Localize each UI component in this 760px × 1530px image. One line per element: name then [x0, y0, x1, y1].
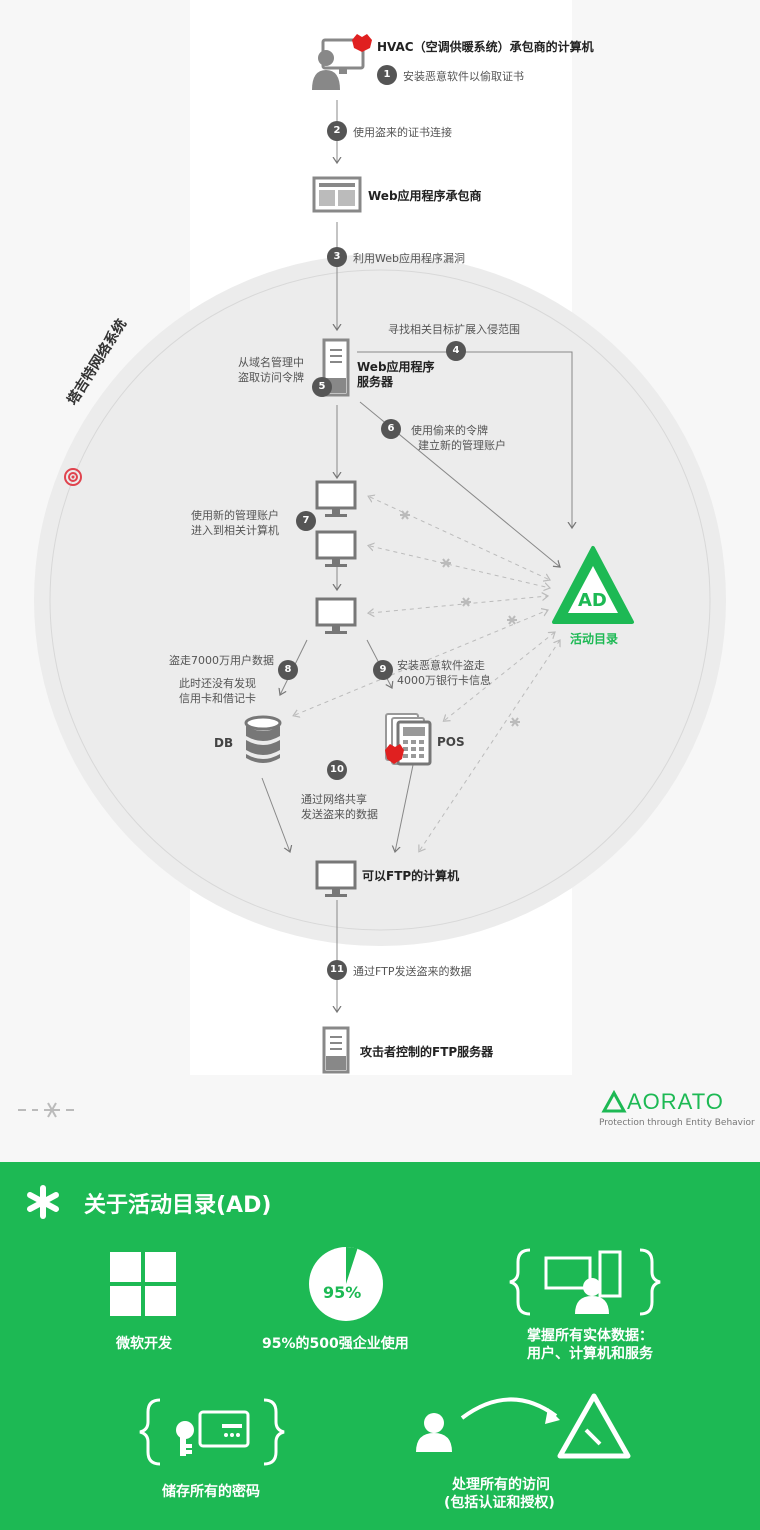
ftp-computer-icon [315, 860, 357, 897]
about-title: 关于活动目录(AD) [84, 1193, 272, 1218]
step-7-text-1: 使用新的管理账户 [191, 509, 279, 522]
web-vendor-window-icon [312, 176, 362, 213]
step-9-text-2: 4000万银行卡信息 [397, 674, 491, 687]
step-6-text-1: 使用偷来的令牌 [411, 424, 488, 437]
ftp-pc-label: 可以FTP的计算机 [362, 869, 460, 883]
web-server-label-1: Web应用程序 [357, 360, 435, 374]
hvac-label: HVAC（空调供暖系统）承包商的计算机 [377, 40, 594, 54]
step-4-badge: 4 [446, 341, 466, 361]
about-item-entity-2: 用户、计算机和服务 [527, 1346, 653, 1362]
attack-diagram [18, 34, 726, 1118]
pos-label: POS [437, 735, 465, 749]
about-item-microsoft: 微软开发 [116, 1336, 172, 1352]
db-label: DB [214, 736, 234, 750]
about-item-access-2: (包括认证和授权) [444, 1495, 555, 1511]
step-9-badge: 9 [373, 660, 393, 680]
ftp-server-label: 攻击者控制的FTP服务器 [360, 1045, 494, 1059]
step-8-text-2: 此时还没有发现 [179, 677, 256, 690]
title-asterisk-icon [27, 1185, 59, 1219]
step-3-badge: 3 [327, 247, 347, 267]
entity-data-icon [509, 1248, 661, 1316]
pie-label: 95% [323, 1283, 362, 1302]
web-server-label-2: 服务器 [357, 375, 394, 389]
access-arrow-icon [460, 1397, 558, 1420]
ftp-server-icon [322, 1026, 350, 1074]
step-1-badge: 1 [377, 65, 397, 85]
step-7-text-2: 进入到相关计算机 [191, 524, 279, 537]
about-item-access-1: 处理所有的访问 [452, 1477, 550, 1493]
step-1-text: 安装恶意软件以偷取证书 [403, 70, 524, 83]
step-5-badge: 5 [312, 377, 332, 397]
footer-bar [0, 1075, 760, 1162]
ad-label: 活动目录 [570, 632, 619, 646]
web-vendor-label: Web应用程序承包商 [368, 189, 482, 203]
brand-name: AORATO [627, 1089, 724, 1114]
step-10-badge: 10 [327, 760, 347, 780]
key-shape [176, 1421, 242, 1456]
hvac-computer-icon [312, 38, 365, 90]
aorato-logo [601, 1089, 627, 1113]
pie-chart-icon [309, 1247, 383, 1321]
step-8-badge: 8 [278, 660, 298, 680]
asterisk-marks [400, 510, 520, 727]
malware-bug-icon [352, 34, 372, 52]
pie-missing-slice [346, 1247, 358, 1284]
brand-tagline: Protection through Entity Behavior [599, 1118, 755, 1128]
step-6-badge: 6 [381, 419, 401, 439]
step-11-badge: 11 [327, 960, 347, 980]
step-3-text: 利用Web应用程序漏洞 [353, 252, 465, 265]
pos-malware-bug-icon [385, 744, 404, 764]
step-5-text-2: 盗取访问令牌 [238, 371, 304, 384]
step-6-text-2: 建立新的管理账户 [418, 439, 506, 452]
step-2-badge: 2 [327, 121, 347, 141]
step-10-text-1: 通过网络共享 [301, 793, 367, 806]
monitor-icon-1 [315, 480, 357, 517]
step-8-text-3: 信用卡和借记卡 [179, 692, 256, 705]
step-10-text-2: 发送盗来的数据 [301, 808, 378, 821]
about-item-passwords: 储存所有的密码 [162, 1484, 260, 1500]
database-icon [244, 715, 282, 763]
step-4-text: 寻找相关目标扩展入侵范围 [388, 323, 520, 336]
access-ad-triangle-icon [557, 1393, 631, 1459]
step-9-text-1: 安装恶意软件盗走 [397, 659, 485, 672]
target-icon [64, 468, 82, 486]
about-icons [27, 1185, 661, 1466]
step-11-text: 通过FTP发送盗来的数据 [353, 965, 472, 978]
windows-logo-icon [110, 1252, 176, 1316]
about-item-fortune500: 95%的500强企业使用 [262, 1336, 409, 1352]
about-section [0, 1162, 760, 1530]
pos-terminal-icon [385, 713, 432, 766]
monitor-icon-2 [315, 530, 357, 567]
footer-asterisk-icon [18, 1102, 74, 1118]
ad-text: AD [578, 590, 607, 611]
step-5-text-1: 从域名管理中 [238, 356, 304, 369]
step-8-text-1: 盗走7000万用户数据 [169, 654, 274, 667]
active-directory-triangle-icon [552, 546, 634, 624]
about-item-entity-1: 掌握所有实体数据： [527, 1328, 653, 1344]
access-user-icon [416, 1413, 452, 1452]
step-2-text: 使用盗来的证书连接 [353, 126, 452, 139]
step-7-badge: 7 [296, 511, 316, 531]
network-circle-inner [49, 269, 711, 931]
monitor-icon-3 [315, 597, 357, 634]
password-key-icon [139, 1398, 285, 1466]
